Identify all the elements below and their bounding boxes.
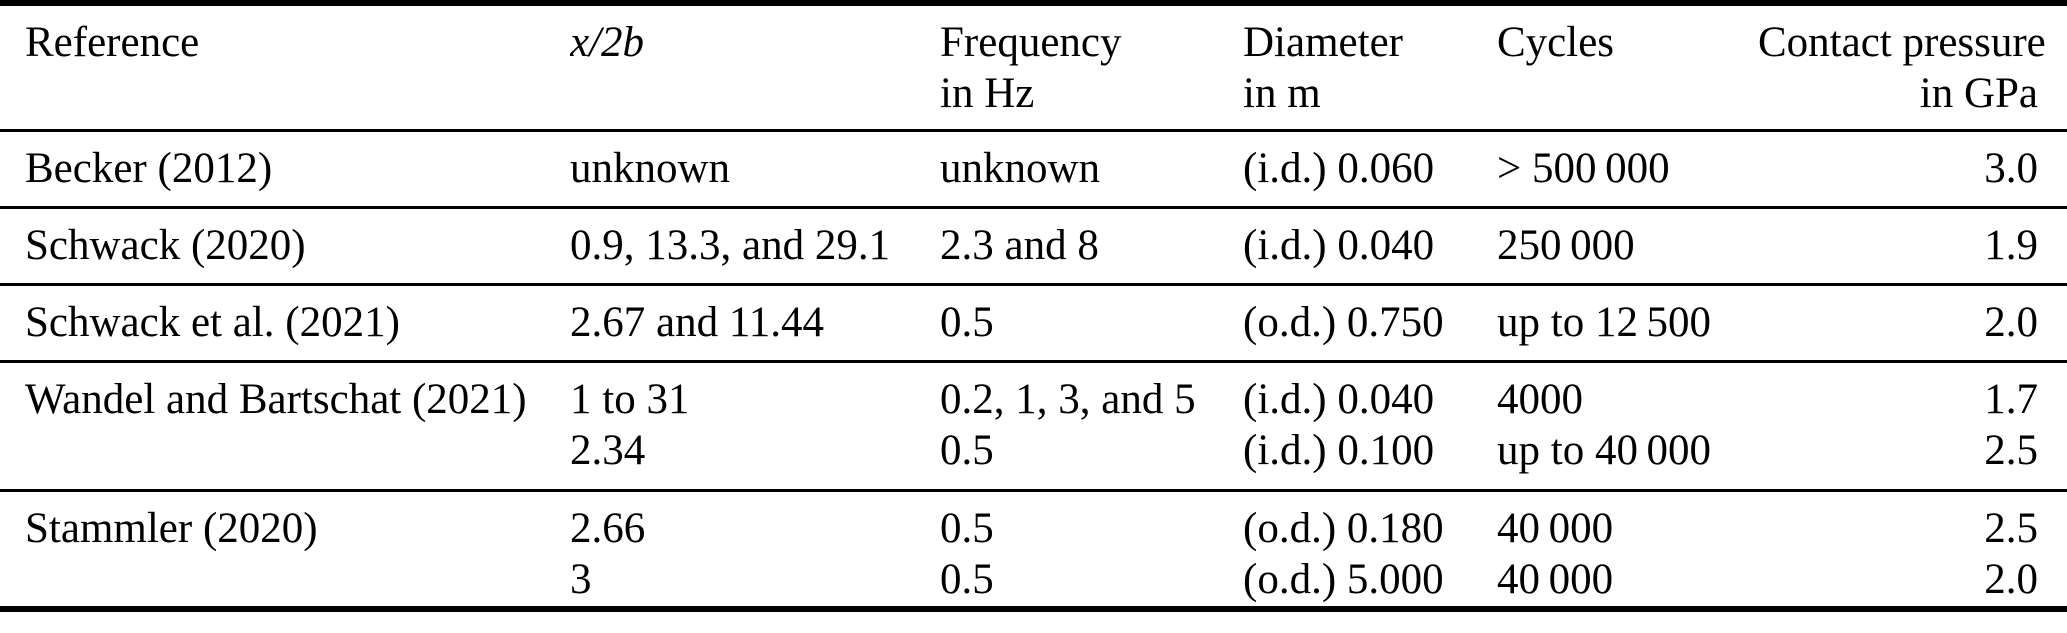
cell-cycles: up to 12 500 — [1497, 284, 1758, 363]
cell-text: 0.2, 1, 3, and 5 — [940, 375, 1196, 423]
cell-text: 250 000 — [1497, 222, 1635, 269]
cell-frequency: 2.3 and 8 — [940, 207, 1243, 286]
cell-text: (i.d.) 0.040 — [1243, 375, 1435, 423]
cell-text: 0.5 — [940, 555, 994, 603]
cell-text: (i.d.) 0.100 — [1243, 426, 1435, 474]
cell-reference: Stammler (2020) — [0, 490, 570, 609]
cell-text: (o.d.) 5.000 — [1243, 555, 1444, 603]
cell-cycles: 250 000 — [1497, 207, 1758, 286]
col-header-cycles-label: Cycles — [1497, 19, 1615, 66]
cell-text: 0.5 — [940, 426, 994, 474]
cell-diameter: (i.d.) 0.040 — [1243, 207, 1497, 286]
cell-text: 1 to 31 — [570, 375, 690, 423]
col-header-contact-pressure-unit: in GPa — [1919, 70, 2038, 117]
table-row-schwack-2020: Schwack (2020) 0.9, 13.3, and 29.1 2.3 a… — [0, 207, 2067, 286]
cell-reference: Schwack (2020) — [0, 207, 570, 286]
cell-reference: Wandel and Bartschat (2021) — [0, 361, 570, 492]
cell-x2b: 1 to 31 2.34 — [570, 361, 940, 492]
cell-text: 0.5 — [940, 504, 994, 552]
cell-text: 3.0 — [1984, 145, 2038, 192]
cell-contact-pressure: 1.7 2.5 — [1758, 361, 2067, 492]
cell-text: 2.5 — [1984, 426, 2038, 474]
col-header-cycles: Cycles — [1497, 3, 1758, 132]
cell-text: 3 — [570, 555, 592, 603]
cell-x2b: 2.66 3 — [570, 490, 940, 609]
cell-text: up to 40 000 — [1497, 426, 1712, 474]
cell-diameter: (o.d.) 0.180 (o.d.) 5.000 — [1243, 490, 1497, 609]
cell-contact-pressure: 2.5 2.0 — [1758, 490, 2067, 609]
cell-contact-pressure: 3.0 — [1758, 130, 2067, 209]
cell-x2b: unknown — [570, 130, 940, 209]
col-header-frequency-unit: in Hz — [940, 70, 1035, 117]
col-header-diameter: Diameter in m — [1243, 3, 1497, 132]
cell-text: 1.7 — [1984, 375, 2038, 423]
cell-frequency: unknown — [940, 130, 1243, 209]
literature-comparison-table: Reference x/2b Frequency in Hz Diameter … — [0, 0, 2067, 612]
cell-text: Wandel and Bartschat (2021) — [25, 375, 527, 423]
cell-frequency: 0.5 — [940, 284, 1243, 363]
cell-text: 1.9 — [1984, 222, 2038, 269]
col-header-x2b-label: x/2b — [570, 19, 645, 66]
cell-text: (o.d.) 0.750 — [1243, 299, 1444, 346]
cell-cycles: 40 000 40 000 — [1497, 490, 1758, 609]
table-row-wandel-and-bartschat-2021: Wandel and Bartschat (2021) 1 to 31 2.34… — [0, 361, 2067, 492]
cell-diameter: (i.d.) 0.060 — [1243, 130, 1497, 209]
cell-text: 2.3 and 8 — [940, 222, 1099, 269]
cell-reference: Schwack et al. (2021) — [0, 284, 570, 363]
cell-text: 40 000 — [1497, 555, 1614, 603]
col-header-frequency: Frequency in Hz — [940, 3, 1243, 132]
cell-text: (i.d.) 0.060 — [1243, 145, 1435, 192]
cell-text: 40 000 — [1497, 504, 1614, 552]
col-header-frequency-label: Frequency — [940, 19, 1122, 66]
cell-cycles: 4000 up to 40 000 — [1497, 361, 1758, 492]
col-header-reference-label: Reference — [25, 19, 200, 66]
cell-text: Schwack (2020) — [25, 222, 306, 269]
col-header-x2b: x/2b — [570, 3, 940, 132]
cell-cycles: > 500 000 — [1497, 130, 1758, 209]
cell-text: up to 12 500 — [1497, 299, 1712, 346]
cell-text: 2.34 — [570, 426, 646, 474]
cell-text: Stammler (2020) — [25, 504, 318, 552]
table-row-schwack-et-al-2021: Schwack et al. (2021) 2.67 and 11.44 0.5… — [0, 284, 2067, 363]
cell-frequency: 0.2, 1, 3, and 5 0.5 — [940, 361, 1243, 492]
cell-text: > 500 000 — [1497, 145, 1670, 192]
table-row-becker-2012: Becker (2012) unknown unknown (i.d.) 0.0… — [0, 130, 2067, 209]
cell-text: 2.5 — [1984, 504, 2038, 552]
table-header: Reference x/2b Frequency in Hz Diameter … — [0, 3, 2067, 132]
cell-text: Schwack et al. (2021) — [25, 299, 400, 346]
cell-contact-pressure: 1.9 — [1758, 207, 2067, 286]
cell-text: 2.0 — [1984, 299, 2038, 346]
cell-text: 2.67 and 11.44 — [570, 299, 824, 346]
cell-text: unknown — [940, 145, 1101, 192]
cell-text: 2.0 — [1984, 555, 2038, 603]
cell-text: 2.66 — [570, 504, 646, 552]
cell-reference: Becker (2012) — [0, 130, 570, 209]
cell-text: 0.9, 13.3, and 29.1 — [570, 222, 891, 269]
cell-text: unknown — [570, 145, 731, 192]
cell-frequency: 0.5 0.5 — [940, 490, 1243, 609]
cell-diameter: (o.d.) 0.750 — [1243, 284, 1497, 363]
col-header-contact-pressure-label: Contact pressure — [1758, 19, 2046, 66]
cell-x2b: 0.9, 13.3, and 29.1 — [570, 207, 940, 286]
cell-contact-pressure: 2.0 — [1758, 284, 2067, 363]
cell-x2b: 2.67 and 11.44 — [570, 284, 940, 363]
cell-text: (i.d.) 0.040 — [1243, 222, 1435, 269]
table-body: Becker (2012) unknown unknown (i.d.) 0.0… — [0, 130, 2067, 609]
col-header-diameter-unit: in m — [1243, 70, 1321, 117]
cell-text: 4000 — [1497, 375, 1583, 423]
cell-text: (o.d.) 0.180 — [1243, 504, 1444, 552]
cell-text: Becker (2012) — [25, 145, 273, 192]
col-header-diameter-label: Diameter — [1243, 19, 1403, 66]
cell-text: 0.5 — [940, 299, 994, 346]
cell-diameter: (i.d.) 0.040 (i.d.) 0.100 — [1243, 361, 1497, 492]
col-header-reference: Reference — [0, 3, 570, 132]
table-row-stammler-2020: Stammler (2020) 2.66 3 0.5 0.5 (o.d.) 0.… — [0, 490, 2067, 609]
col-header-contact-pressure: Contact pressure in GPa — [1758, 3, 2067, 132]
header-row: Reference x/2b Frequency in Hz Diameter … — [0, 3, 2067, 132]
